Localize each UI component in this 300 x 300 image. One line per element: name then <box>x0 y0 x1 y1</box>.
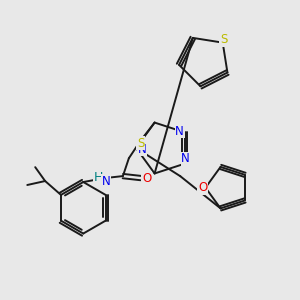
Text: H: H <box>94 171 103 184</box>
Text: O: O <box>198 181 207 194</box>
Text: O: O <box>142 172 151 184</box>
Text: S: S <box>220 33 227 46</box>
Text: N: N <box>102 175 110 188</box>
Text: S: S <box>137 137 144 150</box>
Text: N: N <box>181 152 190 165</box>
Text: N: N <box>138 142 146 155</box>
Text: N: N <box>175 125 184 138</box>
